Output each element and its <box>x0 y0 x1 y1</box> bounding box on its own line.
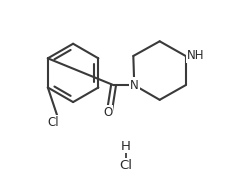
Text: Cl: Cl <box>119 159 132 172</box>
Text: O: O <box>103 106 112 119</box>
Text: NH: NH <box>187 49 204 62</box>
Text: H: H <box>121 140 131 153</box>
Text: Cl: Cl <box>47 116 59 129</box>
Text: N: N <box>130 79 139 92</box>
